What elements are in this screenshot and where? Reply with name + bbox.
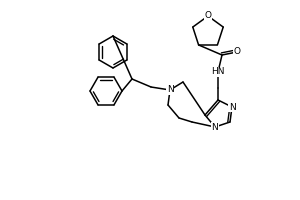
Text: N: N: [167, 86, 173, 95]
Text: O: O: [205, 11, 212, 21]
Text: N: N: [212, 122, 218, 132]
Text: O: O: [233, 47, 241, 56]
Text: HN: HN: [211, 68, 225, 76]
Text: N: N: [229, 102, 236, 112]
